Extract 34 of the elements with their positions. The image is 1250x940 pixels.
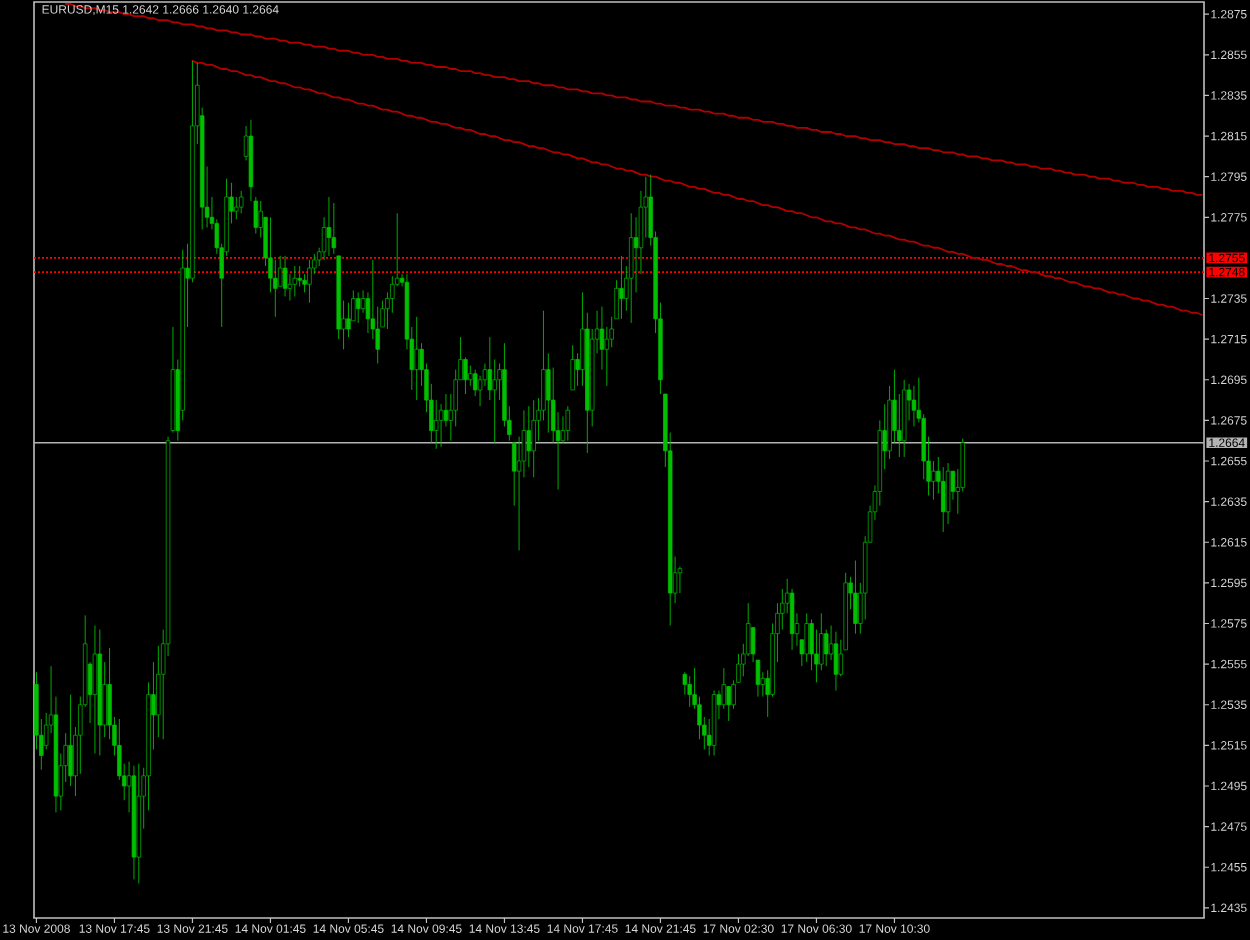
candlestick bbox=[68, 694, 73, 787]
candlestick bbox=[804, 612, 809, 663]
candlestick bbox=[234, 196, 239, 220]
candlestick bbox=[755, 659, 761, 698]
candlestick bbox=[565, 405, 571, 442]
candlestick bbox=[302, 273, 307, 293]
candlestick bbox=[911, 385, 917, 427]
candlestick bbox=[463, 356, 468, 395]
candlestick bbox=[433, 399, 439, 450]
candlestick bbox=[619, 255, 624, 320]
candlestick bbox=[823, 629, 829, 667]
candlestick bbox=[297, 265, 302, 287]
candlestick bbox=[331, 202, 337, 255]
candlestick bbox=[92, 625, 98, 754]
candlestick bbox=[833, 631, 839, 691]
candlestick bbox=[570, 344, 575, 391]
candlestick bbox=[292, 265, 298, 297]
candlestick bbox=[468, 365, 473, 387]
candlestick bbox=[326, 196, 332, 257]
candlestick bbox=[628, 212, 634, 324]
candlestick bbox=[355, 291, 361, 324]
candlestick bbox=[346, 302, 351, 338]
candlestick bbox=[238, 190, 244, 214]
candlestick bbox=[726, 686, 731, 722]
candlestick bbox=[282, 255, 288, 297]
candlestick bbox=[307, 259, 312, 304]
candlestick bbox=[102, 661, 107, 738]
candlestick bbox=[414, 316, 419, 401]
candlestick bbox=[931, 460, 936, 501]
candlestick bbox=[687, 675, 692, 708]
candlestick bbox=[492, 359, 497, 444]
candlestick bbox=[853, 560, 858, 635]
candlestick bbox=[945, 462, 951, 525]
candlestick bbox=[531, 399, 536, 478]
